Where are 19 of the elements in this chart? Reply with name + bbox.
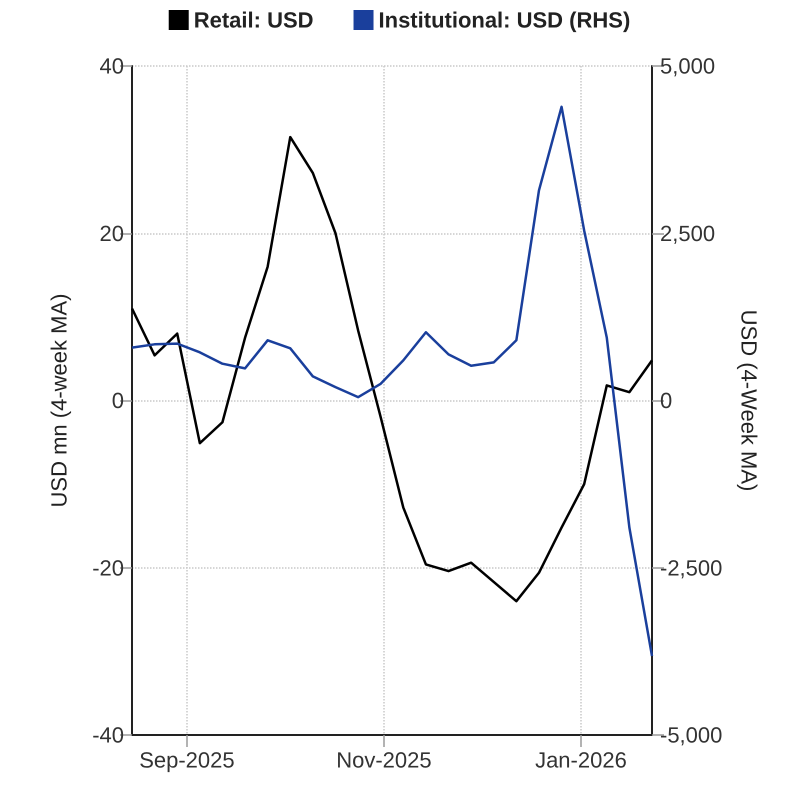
legend-label: Institutional: USD (RHS): [378, 8, 630, 32]
x-tick-label: Sep-2025: [139, 748, 235, 772]
line-series: [130, 106, 654, 658]
y-tick-label: 0: [112, 388, 124, 413]
y2-tick-label: 5,000: [660, 54, 716, 78]
y2-tick-label: 0: [660, 388, 672, 413]
legend-label: Retail: USD: [194, 8, 314, 32]
y2-axis-title: USD (4-Week MA): [736, 310, 762, 492]
x-tick-label: Jan-2026: [535, 748, 627, 772]
y-tick-label: 20: [100, 220, 124, 246]
x-tick-label: Nov-2025: [336, 748, 432, 772]
y-axis-title: USD mn (4-week MA): [46, 294, 72, 508]
y2-tick-label: -2,500: [660, 555, 722, 580]
line-series: [130, 136, 654, 602]
y-tick-label: 40: [100, 54, 124, 78]
y2-tick-label: -5,000: [660, 722, 722, 748]
y-tick-label: -20: [92, 555, 124, 580]
y-tick-label: -40: [92, 722, 124, 748]
y2-tick-label: 2,500: [660, 220, 716, 246]
